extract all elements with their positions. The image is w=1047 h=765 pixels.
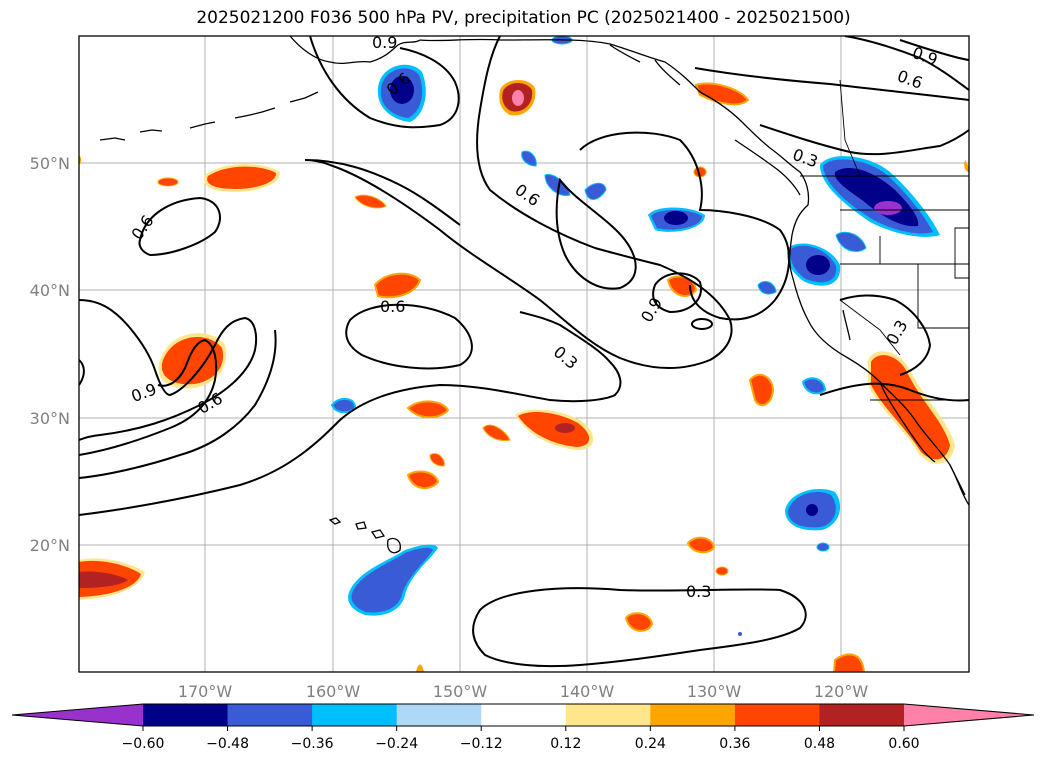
colorbar-tick-label: −0.36 [291,736,334,752]
colorbar-swatch [481,704,567,726]
precip-positive-anomalies [79,79,969,672]
colorbar-tick-label: 0.12 [550,736,581,752]
colorbar-swatch [143,704,229,726]
lat-tick-labels: 50°N 40°N 30°N 20°N [30,154,70,555]
contour-label: 0.6 [380,297,405,316]
colorbar-tick-label: 0.24 [635,736,666,752]
colorbar-tick-label: −0.48 [206,736,249,752]
lon-tick-label: 140°W [560,682,615,701]
colorbar-swatch [312,704,398,726]
contour-label: 0.3 [686,582,711,601]
colorbar-swatch [650,704,736,726]
pv-contours [79,36,969,668]
colorbar-swatch [396,704,482,726]
lat-tick-label: 30°N [30,409,70,428]
map-frame-bg [79,36,969,672]
coastlines [99,36,969,554]
colorbar-tick-label: −0.12 [460,736,503,752]
contour-label: 0.9 [372,33,397,52]
map-title: 2025021200 F036 500 hPa PV, precipitatio… [196,8,851,28]
colorbar-swatch [227,704,313,726]
colorbar-tick-label: −0.60 [122,736,165,752]
lon-tick-label: 170°W [178,682,233,701]
lat-tick-label: 50°N [30,154,70,173]
colorbar-tick-label: 0.48 [804,736,835,752]
lat-tick-label: 40°N [30,281,70,300]
colorbar-tick-label: 0.36 [719,736,750,752]
colorbar-swatch [734,704,820,726]
map-border [78,35,970,673]
colorbar-tick-label: 0.60 [888,736,919,752]
colorbar-tick-label: −0.24 [375,736,418,752]
colorbar-swatch [819,704,905,726]
lon-tick-label: 150°W [433,682,488,701]
lon-tick-labels: 170°W 160°W 150°W 140°W 130°W 120°W [178,682,869,701]
lon-tick-label: 120°W [814,682,869,701]
colorbar-extend-low [12,704,143,726]
lon-tick-label: 130°W [687,682,742,701]
colorbar-extend-high [904,704,1034,726]
political-borders [800,79,969,401]
lon-tick-label: 160°W [306,682,361,701]
colorbar: −0.60 −0.48 −0.36 −0.24 −0.12 0.12 0.24 0.36 0.4… [11,703,1035,752]
lat-tick-label: 20°N [30,536,70,555]
colorbar-swatch [565,704,651,726]
